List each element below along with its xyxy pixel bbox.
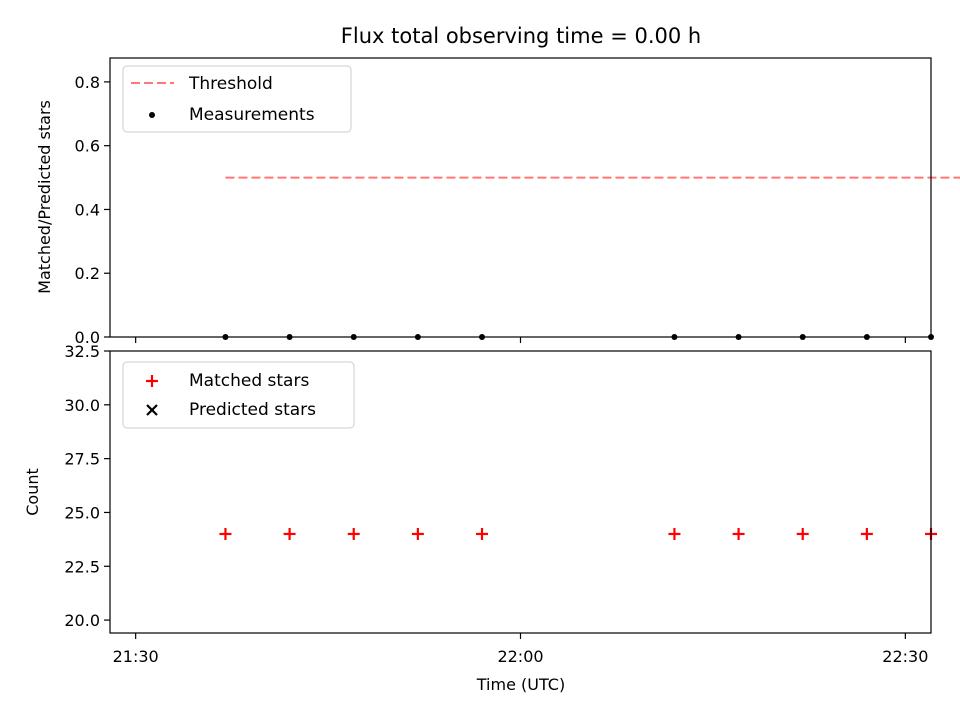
- matched-stars-point: [283, 527, 296, 540]
- measurements-legend-swatch: [149, 112, 155, 118]
- matched-stars-point: [668, 527, 681, 540]
- bottom-axes-frame: [109, 350, 932, 634]
- bottom-y-tick-label: 25.0: [64, 503, 100, 522]
- matched-stars-point: [796, 527, 809, 540]
- bottom-y-tick-label: 32.5: [64, 342, 100, 361]
- bottom-x-tick-label: 21:30: [113, 647, 159, 666]
- bottom-y-axis: 20.0 22.5 25.0 27.5 30.0 32.5: [64, 342, 110, 630]
- matched-stars-point: [732, 527, 745, 540]
- predicted-stars-legend-label: Predicted stars: [189, 400, 316, 420]
- top-chart-title: Flux total observing time = 0.00 h: [341, 24, 701, 48]
- bottom-x-tick-label: 22:00: [497, 647, 543, 666]
- matched-stars-legend-label: Matched stars: [189, 371, 309, 391]
- threshold-legend-label: Threshold: [188, 74, 273, 94]
- predicted-stars-legend-swatch: [146, 404, 158, 416]
- matched-stars-point: [219, 527, 232, 540]
- bottom-x-tick-label: 22:30: [882, 647, 928, 666]
- matched-stars-point: [860, 527, 873, 540]
- matched-stars-point: [347, 527, 360, 540]
- top-y-tick-label: 0.6: [75, 137, 100, 156]
- top-x-axis: [135, 337, 906, 343]
- bottom-y-tick-label: 30.0: [64, 396, 100, 415]
- top-y-tick-label: 0.4: [75, 200, 100, 219]
- matched-stars-point: [476, 527, 489, 540]
- top-y-tick-label: 0.0: [75, 328, 100, 347]
- top-y-axis-label: Matched/Predicted stars: [35, 100, 54, 294]
- matched-stars-point: [411, 527, 424, 540]
- bottom-legend: Matched stars Predicted stars: [122, 361, 355, 429]
- bottom-y-tick-label: 20.0: [64, 611, 100, 630]
- top-axes-frame: [109, 57, 932, 338]
- top-legend-box: [122, 65, 352, 133]
- bottom-axes: 20.0 22.5 25.0 27.5 30.0 32.5 21:30 22:00 22:30…: [64, 342, 937, 666]
- top-y-tick-label: 0.2: [75, 264, 100, 283]
- bottom-y-tick-label: 27.5: [64, 450, 100, 469]
- bottom-y-axis-label: Count: [23, 468, 42, 516]
- bottom-y-tick-label: 22.5: [64, 557, 100, 576]
- measurements-legend-label: Measurements: [189, 105, 315, 125]
- bottom-x-axis-label: Time (UTC): [476, 675, 565, 694]
- top-y-axis: 0.0 0.2 0.4 0.6 0.8: [75, 73, 110, 347]
- bottom-legend-box: [122, 361, 355, 429]
- matched-stars-legend-swatch: [146, 375, 158, 387]
- top-axes: 0.0 0.2 0.4 0.6 0.8: [75, 57, 960, 347]
- top-y-tick-label: 0.8: [75, 73, 100, 92]
- top-legend: Threshold Measurements: [122, 65, 352, 133]
